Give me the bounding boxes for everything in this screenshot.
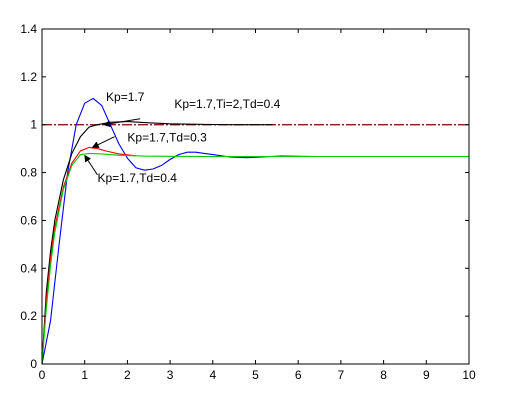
plot-area	[42, 29, 469, 364]
x-tick-label: 9	[423, 368, 430, 382]
series-line-1	[41, 97, 333, 365]
x-tick-label: 6	[295, 368, 302, 382]
x-tick-label: 7	[338, 368, 345, 382]
annotation-label: Kp=1.7	[106, 90, 145, 104]
y-tick-label: 1.2	[20, 70, 37, 84]
y-tick-label: 0.8	[20, 166, 37, 180]
x-tick-label: 8	[380, 368, 387, 382]
y-tick-label: 0.2	[20, 309, 37, 323]
annotation-arrow	[91, 136, 115, 148]
series-line-3	[41, 146, 136, 365]
annotation-label: Kp=1.7,Td=0.4	[98, 171, 178, 185]
x-tick-label: 10	[462, 368, 476, 382]
y-tick-label: 1.4	[20, 22, 37, 36]
y-tick-label: 0	[30, 357, 37, 371]
x-tick-label: 0	[39, 368, 46, 382]
series-line-4	[41, 152, 469, 365]
x-tick-label: 2	[124, 368, 131, 382]
annotation-label: Kp=1.7,Ti=2,Td=0.4	[174, 97, 280, 111]
x-tick-label: 5	[252, 368, 259, 382]
y-tick-label: 1	[30, 118, 37, 132]
y-tick-label: 0.4	[20, 261, 37, 275]
y-tick-label: 0.6	[20, 213, 37, 227]
annotation-arrow	[84, 154, 98, 176]
annotation-arrow	[103, 118, 141, 128]
annotation-label: Kp=1.7,Td=0.3	[127, 130, 207, 144]
x-tick-label: 3	[167, 368, 174, 382]
x-tick-label: 4	[209, 368, 216, 382]
x-tick-label: 1	[81, 368, 88, 382]
